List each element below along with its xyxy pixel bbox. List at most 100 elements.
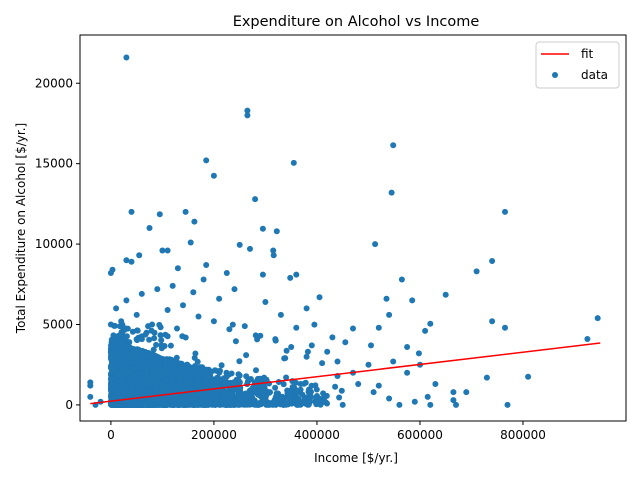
data-point bbox=[157, 355, 164, 362]
data-point bbox=[257, 332, 264, 339]
data-point bbox=[195, 313, 202, 320]
data-point bbox=[110, 332, 117, 339]
data-point bbox=[388, 189, 395, 196]
data-point bbox=[180, 302, 186, 309]
data-point bbox=[187, 379, 194, 386]
data-point bbox=[320, 390, 327, 397]
data-point bbox=[229, 321, 236, 328]
data-point bbox=[156, 211, 163, 218]
data-point bbox=[202, 398, 209, 404]
data-point bbox=[306, 400, 312, 407]
data-point bbox=[234, 401, 241, 408]
data-point bbox=[174, 394, 181, 401]
data-point bbox=[203, 262, 210, 268]
data-point bbox=[241, 401, 248, 408]
data-point bbox=[164, 333, 171, 340]
data-point bbox=[163, 356, 170, 363]
data-point bbox=[280, 381, 287, 388]
data-point bbox=[219, 397, 226, 404]
data-point bbox=[169, 369, 176, 375]
data-point bbox=[153, 341, 160, 348]
data-point bbox=[214, 374, 221, 381]
data-point bbox=[192, 401, 199, 408]
legend-fit-label: fit bbox=[581, 47, 594, 61]
data-point bbox=[87, 382, 94, 389]
data-point bbox=[288, 344, 295, 350]
data-point bbox=[203, 378, 210, 385]
data-point bbox=[244, 107, 251, 114]
x-tick-label: 0 bbox=[107, 428, 115, 442]
data-point bbox=[390, 142, 397, 149]
y-tick-label: 20000 bbox=[35, 76, 73, 90]
data-point bbox=[306, 386, 312, 393]
data-point bbox=[350, 325, 356, 332]
data-point bbox=[175, 401, 182, 408]
data-point bbox=[200, 276, 207, 283]
data-point bbox=[174, 325, 180, 332]
data-point bbox=[525, 373, 532, 380]
data-point bbox=[177, 378, 184, 385]
data-point bbox=[128, 351, 134, 358]
data-point bbox=[130, 365, 137, 372]
data-point bbox=[226, 326, 233, 333]
data-point bbox=[252, 196, 259, 203]
data-point bbox=[146, 225, 153, 231]
data-point bbox=[295, 389, 302, 396]
data-point bbox=[316, 294, 323, 301]
data-point bbox=[154, 365, 161, 372]
y-tick-label: 15000 bbox=[35, 157, 73, 171]
data-point bbox=[241, 323, 248, 330]
data-point bbox=[164, 382, 171, 388]
data-point bbox=[134, 388, 141, 395]
data-point bbox=[218, 362, 225, 369]
data-point bbox=[231, 286, 238, 293]
x-axis: 0 200000 400000 600000 800000 bbox=[107, 421, 546, 442]
data-point bbox=[313, 386, 320, 393]
data-point bbox=[167, 342, 174, 349]
data-point bbox=[118, 318, 125, 325]
data-point bbox=[293, 271, 300, 278]
data-point bbox=[156, 378, 163, 385]
data-point bbox=[161, 361, 168, 368]
data-point bbox=[174, 265, 181, 272]
data-point bbox=[283, 374, 290, 381]
data-point bbox=[168, 397, 175, 404]
data-point bbox=[232, 338, 239, 345]
data-point bbox=[236, 241, 243, 248]
data-point bbox=[404, 344, 411, 350]
data-point bbox=[314, 398, 320, 405]
data-point bbox=[108, 387, 115, 394]
data-point bbox=[182, 400, 189, 407]
data-point bbox=[322, 399, 329, 406]
data-point bbox=[292, 379, 299, 386]
data-point bbox=[191, 218, 198, 225]
data-point bbox=[244, 112, 251, 119]
data-point bbox=[368, 342, 374, 349]
data-point bbox=[210, 318, 217, 325]
data-point bbox=[187, 239, 194, 246]
data-point bbox=[432, 381, 439, 387]
data-point bbox=[247, 245, 253, 252]
data-point bbox=[123, 257, 130, 264]
data-point bbox=[224, 399, 230, 406]
data-point bbox=[129, 401, 135, 408]
data-point bbox=[146, 336, 153, 343]
data-point bbox=[375, 382, 382, 389]
data-point bbox=[338, 387, 345, 394]
data-point bbox=[127, 391, 134, 398]
data-point bbox=[222, 377, 229, 384]
data-point bbox=[149, 321, 156, 328]
data-point bbox=[182, 208, 189, 215]
data-point bbox=[236, 396, 243, 403]
data-point bbox=[113, 360, 120, 367]
data-point bbox=[141, 357, 147, 364]
data-point bbox=[138, 363, 145, 370]
data-point bbox=[108, 370, 115, 377]
data-point bbox=[161, 401, 168, 408]
data-point bbox=[128, 258, 135, 265]
data-point bbox=[124, 325, 131, 332]
data-point bbox=[277, 311, 284, 318]
data-point bbox=[235, 371, 242, 378]
data-point bbox=[212, 392, 219, 399]
